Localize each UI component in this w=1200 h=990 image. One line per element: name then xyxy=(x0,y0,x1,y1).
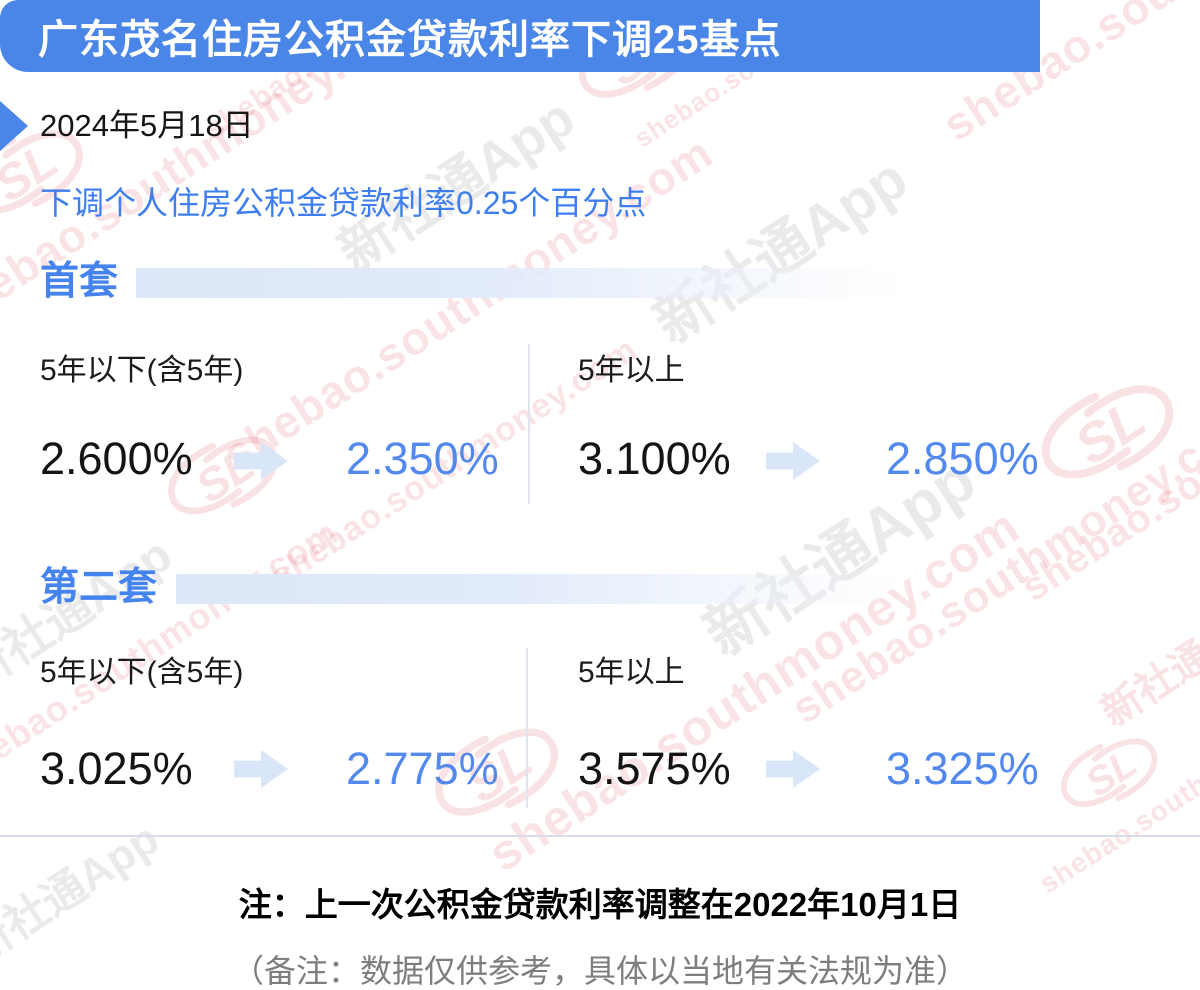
header-bar: 广东茂名住房公积金贷款利率下调25基点 xyxy=(0,0,1040,72)
arrow-right-icon xyxy=(766,442,820,480)
old-rate-second-under5: 3.025% xyxy=(40,743,193,794)
date-text: 2024年5月18日 xyxy=(40,108,254,143)
note-primary-text: 注：上一次公积金贷款利率调整在2022年10月1日 xyxy=(238,886,962,923)
column-divider xyxy=(526,648,528,808)
arrow-right-icon xyxy=(766,750,820,788)
new-rate-first-under5: 2.350% xyxy=(346,433,499,484)
section-title-highlight-bar xyxy=(176,574,902,604)
date-marker-triangle-icon xyxy=(0,101,28,151)
new-rate-first-over5: 2.850% xyxy=(886,433,1039,484)
new-rate-second-under5: 2.775% xyxy=(346,743,499,794)
new-rate-second-over5: 3.325% xyxy=(886,743,1039,794)
term-label-first-under5: 5年以下(含5年) xyxy=(40,354,244,387)
arrow-right-icon xyxy=(234,750,288,788)
term-label-second-over5: 5年以上 xyxy=(578,656,685,689)
note-secondary-text: （备注：数据仅供参考，具体以当地有关法规为准） xyxy=(231,953,968,989)
section-title-second-home: 第二套 xyxy=(40,566,158,609)
page-title: 广东茂名住房公积金贷款利率下调25基点 xyxy=(38,18,782,62)
old-rate-first-under5: 2.600% xyxy=(40,433,193,484)
footer-divider xyxy=(0,835,1200,837)
arrow-right-icon xyxy=(234,442,288,480)
old-rate-first-over5: 3.100% xyxy=(578,433,731,484)
section-title-first-home: 首套 xyxy=(40,260,119,303)
term-label-first-over5: 5年以上 xyxy=(578,354,685,387)
section-title-highlight-bar xyxy=(136,268,902,298)
old-rate-second-over5: 3.575% xyxy=(578,743,731,794)
subtitle-text: 下调个人住房公积金贷款利率0.25个百分点 xyxy=(40,185,647,221)
term-label-second-under5: 5年以下(含5年) xyxy=(40,656,244,689)
column-divider xyxy=(528,344,530,504)
